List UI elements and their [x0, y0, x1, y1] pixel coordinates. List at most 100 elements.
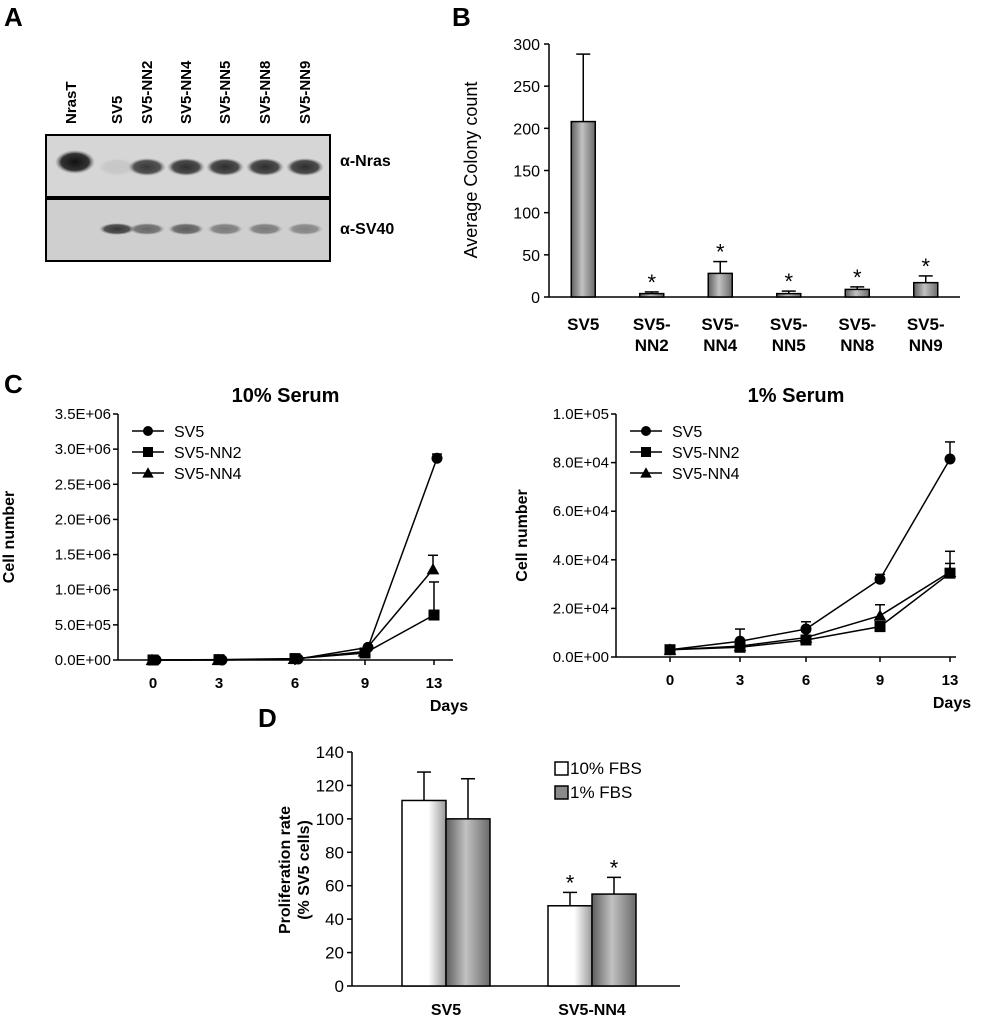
lane-label: SV5	[109, 96, 126, 124]
x-tick-label: SV5	[567, 315, 599, 334]
data-point	[663, 643, 677, 655]
legend-marker	[143, 426, 153, 436]
legend-label: SV5-NN2	[672, 445, 740, 462]
x-tick-label: SV5	[431, 1002, 461, 1019]
y-tick-label: 120	[316, 776, 344, 795]
lane-label: SV5-NN2	[139, 61, 156, 124]
nras-band	[128, 158, 166, 176]
y-tick-label: 1.5E+06	[55, 547, 111, 564]
significance-star: *	[647, 270, 656, 295]
significance-star: *	[610, 855, 619, 880]
x-tick-label: 13	[426, 675, 443, 692]
lane-label: SV5-NN8	[257, 61, 274, 124]
sv40-band	[287, 223, 323, 235]
data-point	[874, 621, 886, 633]
bar	[591, 893, 637, 987]
bar	[547, 905, 593, 987]
significance-star: *	[921, 254, 930, 279]
y-tick-label: 1.0E+06	[55, 582, 111, 599]
x-tick-label: SV5-NN4	[558, 1002, 626, 1019]
y-tick-label: 2.0E+04	[553, 600, 609, 617]
series-line	[156, 458, 438, 661]
data-point	[211, 653, 225, 666]
significance-star: *	[784, 269, 793, 294]
y-tick-label: 20	[325, 944, 344, 963]
y-tick-label: 60	[325, 877, 344, 896]
legend-label: SV5-NN4	[174, 466, 242, 483]
data-point	[873, 609, 887, 621]
x-tick-label: 9	[361, 675, 369, 692]
panel-label-b: B	[452, 2, 471, 32]
bar	[776, 292, 802, 298]
lane-label: SV5-NN4	[178, 60, 195, 124]
y-tick-label: 140	[316, 743, 344, 762]
y-tick-label: 8.0E+04	[553, 455, 609, 472]
legend-marker	[142, 467, 154, 478]
nras-band	[246, 158, 284, 176]
data-point	[428, 609, 440, 621]
bar	[401, 799, 447, 987]
legend-swatch	[554, 785, 569, 800]
nras-antibody-label: α-Nras	[340, 153, 391, 170]
x-axis-label: Days	[430, 698, 468, 715]
nras-band	[286, 158, 324, 176]
x-tick-label: SV5-NN9	[907, 315, 945, 355]
sv40-band	[247, 223, 283, 235]
nras-band	[55, 150, 95, 174]
y-axis-label: Cell number	[514, 489, 531, 581]
y-axis-label: Proliferation rate (% SV5 cells)	[277, 806, 313, 934]
serum-1-line-chart: 1% Serum 0.0E+00 2.0E+04 4.0E+04 6.0E+04 8.0E…	[514, 385, 971, 712]
lane-label: NrasT	[63, 81, 80, 124]
data-point	[431, 452, 443, 464]
data-point	[357, 645, 371, 657]
western-blot: NrasT SV5 SV5-NN2 SV5-NN4 SV5-NN5 SV5-NN8 SV5-…	[45, 60, 394, 262]
panel-label-a: A	[4, 2, 23, 32]
legend-label: 10% FBS	[570, 759, 642, 778]
legend-marker	[641, 426, 651, 436]
sv40-band	[168, 223, 204, 235]
bar	[445, 818, 491, 987]
bar	[639, 292, 665, 298]
data-point	[944, 453, 956, 465]
proliferation-bar-chart: 0 20 40 60 80 100 120 140 Proliferation rate (% S…	[277, 743, 680, 1019]
y-tick-label: 0.0E+00	[553, 649, 609, 666]
y-tick-label: 5.0E+05	[55, 617, 111, 634]
x-tick-label: 0	[666, 672, 674, 689]
y-tick-label: 100	[316, 810, 344, 829]
legend-label: SV5-NN4	[672, 466, 740, 483]
y-tick-label: 50	[522, 248, 540, 265]
legend-marker	[143, 447, 153, 457]
legend-marker	[640, 467, 652, 478]
data-point	[733, 639, 747, 652]
x-axis-label: Days	[933, 695, 971, 712]
y-tick-label: 6.0E+04	[553, 503, 609, 520]
y-tick-label: 2.5E+06	[55, 476, 111, 493]
data-point	[145, 653, 159, 666]
legend-label: SV5-NN2	[174, 445, 242, 462]
data-point	[874, 573, 886, 585]
x-tick-label: SV5-NN4	[701, 315, 739, 355]
nras-band	[206, 158, 244, 176]
data-point	[426, 563, 440, 575]
y-axis-label: Cell number	[1, 491, 18, 583]
significance-star: *	[716, 240, 725, 265]
bar	[844, 288, 870, 298]
y-tick-label: 100	[513, 206, 540, 223]
serum-10-line-chart: 10% Serum 0.0E+00 5.0E+05 1.0E+06 1.5E+06 2.0…	[1, 385, 468, 715]
legend-label: 1% FBS	[570, 783, 632, 802]
y-tick-label: 0	[335, 977, 344, 996]
y-tick-label: 40	[325, 910, 344, 929]
x-tick-label: 3	[736, 672, 744, 689]
colony-count-bar-chart: 0 50 100 150 200 250 300 Average Colony count SV…	[461, 37, 960, 355]
x-tick-label: SV5-NN2	[633, 315, 671, 355]
legend-swatch	[554, 761, 569, 776]
sv40-antibody-label: α-SV40	[340, 221, 394, 238]
chart-title: 10% Serum	[232, 385, 340, 407]
y-tick-label: 1.0E+05	[553, 406, 609, 423]
x-tick-label: 3	[215, 675, 223, 692]
y-axis-label: Average Colony count	[461, 82, 481, 259]
significance-star: *	[566, 870, 575, 895]
legend-label: SV5	[174, 424, 204, 441]
panel-label-c: C	[4, 369, 23, 399]
